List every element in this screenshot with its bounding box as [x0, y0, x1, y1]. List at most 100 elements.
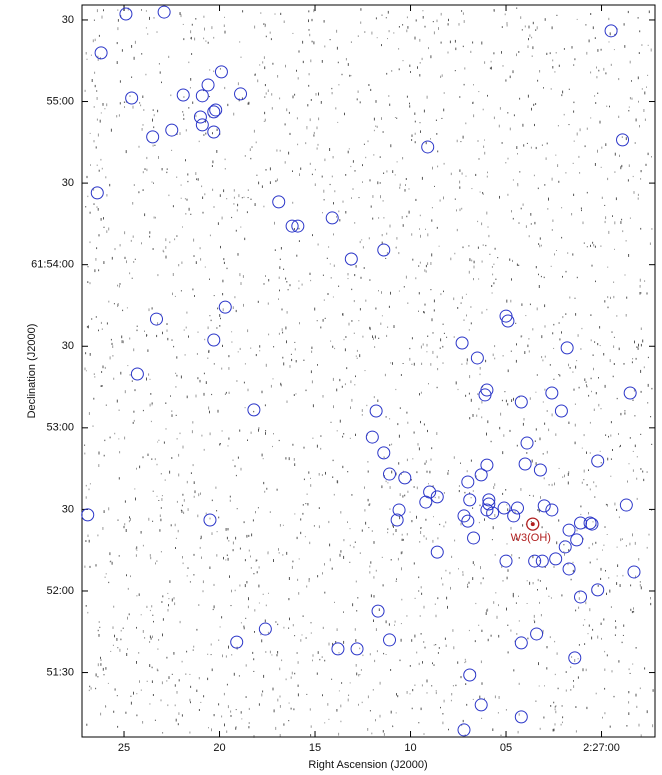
source-marker — [165, 123, 179, 137]
source-marker — [482, 493, 496, 507]
source-marker — [383, 633, 397, 647]
source-marker — [195, 118, 209, 132]
source-marker — [146, 130, 160, 144]
source-marker — [562, 562, 576, 576]
source-marker — [554, 404, 568, 418]
source-marker — [291, 219, 305, 233]
source-marker — [514, 395, 528, 409]
source-marker — [467, 531, 481, 545]
annotation-marker — [526, 517, 540, 531]
source-marker — [585, 517, 599, 531]
source-marker — [94, 46, 108, 60]
source-marker — [482, 497, 496, 511]
source-marker — [619, 498, 633, 512]
y-tick-label: 30 — [62, 14, 74, 26]
source-marker — [430, 490, 444, 504]
source-marker — [377, 446, 391, 460]
source-marker — [130, 367, 144, 381]
source-marker — [195, 89, 209, 103]
source-marker — [201, 78, 215, 92]
source-marker — [514, 710, 528, 724]
source-marker — [272, 195, 286, 209]
y-tick-label: 61:54:00 — [31, 259, 74, 271]
source-marker — [157, 5, 171, 19]
source-marker — [478, 388, 492, 402]
y-tick-label: 53:00 — [46, 422, 74, 434]
source-marker — [583, 516, 597, 530]
source-marker — [570, 533, 584, 547]
source-marker — [176, 88, 190, 102]
source-marker — [218, 300, 232, 314]
source-marker — [371, 604, 385, 618]
source-marker — [558, 540, 572, 554]
source-marker — [530, 627, 544, 641]
source-marker — [461, 514, 475, 528]
source-marker — [390, 513, 404, 527]
source-marker — [499, 554, 513, 568]
source-marker — [520, 436, 534, 450]
source-marker — [365, 430, 379, 444]
y-tick-label: 30 — [62, 340, 74, 352]
source-marker — [474, 698, 488, 712]
source-marker — [545, 503, 559, 517]
source-marker — [463, 493, 477, 507]
y-tick-label: 55:00 — [46, 95, 74, 107]
y-tick-label: 30 — [62, 503, 74, 515]
source-marker — [560, 341, 574, 355]
source-marker — [533, 463, 547, 477]
background-noise — [84, 7, 654, 738]
source-marker — [119, 7, 133, 21]
x-tick-label: 25 — [118, 742, 130, 754]
annotation-label: W3(OH) — [511, 532, 551, 544]
source-marker — [591, 583, 605, 597]
source-marker — [591, 454, 605, 468]
source-marker — [398, 471, 412, 485]
source-marker — [474, 468, 488, 482]
source-marker — [604, 24, 618, 38]
source-marker — [234, 87, 248, 101]
x-tick-label: 10 — [404, 742, 416, 754]
source-marker — [392, 503, 406, 517]
source-marker — [549, 552, 563, 566]
source-marker — [421, 140, 435, 154]
source-marker — [616, 133, 630, 147]
source-marker — [497, 501, 511, 515]
source-marker — [455, 336, 469, 350]
y-tick-label: 52:00 — [46, 585, 74, 597]
source-marker — [350, 642, 364, 656]
source-marker — [480, 458, 494, 472]
source-marker — [214, 65, 228, 79]
source-marker — [258, 622, 272, 636]
source-marker — [230, 635, 244, 649]
source-marker — [518, 457, 532, 471]
y-axis-label: Declination (J2000) — [26, 324, 38, 419]
plot-frame — [81, 4, 656, 738]
source-marker — [568, 651, 582, 665]
source-marker — [574, 516, 588, 530]
source-marker — [510, 501, 524, 515]
source-marker — [207, 125, 221, 139]
source-marker — [627, 565, 641, 579]
source-marker — [81, 508, 95, 522]
source-marker — [193, 110, 207, 124]
source-marker — [535, 554, 549, 568]
source-marker — [470, 351, 484, 365]
source-marker — [247, 403, 261, 417]
x-tick-label: 20 — [213, 742, 225, 754]
source-marker — [623, 386, 637, 400]
source-marker — [457, 723, 471, 737]
source-marker — [344, 252, 358, 266]
source-marker — [285, 219, 299, 233]
x-tick-label: 15 — [309, 742, 321, 754]
x-axis-label: Right Ascension (J2000) — [308, 759, 427, 771]
source-marker — [419, 495, 433, 509]
source-marker — [463, 668, 477, 682]
source-marker — [203, 513, 217, 527]
source-marker — [207, 105, 221, 119]
source-marker — [574, 590, 588, 604]
x-tick-label: 2:27:00 — [583, 742, 620, 754]
source-marker — [377, 243, 391, 257]
annotation-dot — [530, 522, 535, 527]
y-tick-label: 51:30 — [46, 666, 74, 678]
